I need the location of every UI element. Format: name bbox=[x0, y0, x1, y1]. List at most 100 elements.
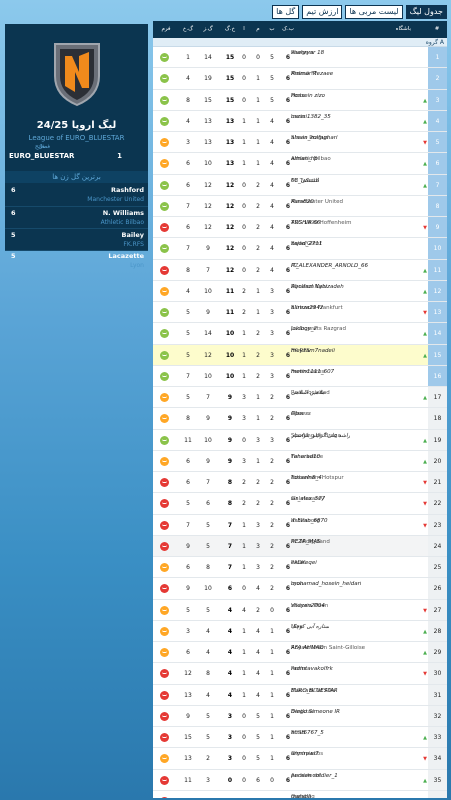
tab-goals[interactable]: گل ها bbox=[272, 5, 300, 19]
table-row[interactable]: 16 Ferencvaros metin1111_607 6 3 2 1 10 10 7 bbox=[153, 365, 447, 387]
manager-name: messi1382_35 bbox=[291, 113, 331, 120]
won-cell: 2 bbox=[270, 479, 274, 486]
scorer-item[interactable]: 5 Bailey FK.RFS bbox=[5, 228, 148, 250]
rank-up-icon: ▲ bbox=[423, 735, 427, 741]
table-row[interactable]: 13 ▼ Eintracht Frankfurt alireza2942 6 3 1 2 11 9… bbox=[153, 302, 447, 324]
rank-cell: 20 bbox=[428, 450, 447, 471]
lost-cell: 5 bbox=[256, 734, 260, 741]
tab-coaches[interactable]: لیست مربی ها bbox=[345, 5, 403, 19]
table-row[interactable]: 20 ▲ Fenerbahce Taharad10 6 2 1 3 9 9 6 bbox=[153, 450, 447, 472]
table-row[interactable]: 26 Lyon mohamad_hosein_heidari 6 2 4 0 6 10 9 bbox=[153, 578, 447, 600]
table-row[interactable]: 22 ▼ Galatasaray sir_alex_577 6 2 2 2 8 6 5 bbox=[153, 493, 447, 515]
league-title: لیگ اروپا 24/25 bbox=[36, 120, 117, 131]
table-row[interactable]: 15 ▲ FK.RFS meysam7nadeii 6 3 2 1 10 12 5 bbox=[153, 344, 447, 366]
club-name: Ajax bbox=[291, 411, 303, 418]
played-cell: 6 bbox=[285, 202, 291, 210]
lost-cell: 4 bbox=[256, 691, 260, 699]
played-cell: 6 bbox=[285, 691, 291, 699]
table-row[interactable]: 19 ▲ Sporting de Braga راشد علی گرایلو_بلوا… bbox=[153, 429, 447, 451]
goals-for-cell: 5 bbox=[206, 734, 210, 741]
table-row[interactable]: 27 ▼ Viktoria Plzen shayan2004 6 0 2 4 4 5 5 bbox=[153, 599, 447, 621]
scorer-goals: 6 bbox=[11, 186, 16, 194]
table-row[interactable]: 14 ▲ Ludogorets Razgrad jokiboy_2 6 3 2 1 10 14 5 bbox=[153, 323, 447, 345]
table-row[interactable]: 34 ▼ Olympiacos armirawi7 6 1 5 0 3 2 13 bbox=[153, 748, 447, 770]
played-cell: 6 bbox=[285, 436, 291, 444]
scorer-item[interactable]: 6 N. Williams Athletic Bilbao bbox=[5, 206, 148, 228]
lost-cell: 5 bbox=[256, 755, 260, 763]
table-row[interactable]: 28 ▲ Nice ستاره آبی کوچک 6 1 4 1 4 4 3 bbox=[153, 620, 447, 642]
scorer-divider bbox=[5, 250, 148, 251]
points-cell: 3 bbox=[227, 712, 233, 720]
table-row[interactable]: 2 Malmö FF Ammar Rezaee 6 5 1 0 15 19 4 bbox=[153, 68, 447, 90]
club-name: Real Sociedad bbox=[291, 390, 330, 396]
points-cell: 4 bbox=[227, 627, 233, 635]
manager-name: mohamad_hosein_heidari bbox=[291, 581, 362, 588]
table-row[interactable]: 6 ▲ Athletic Bilbao aiman_hp 6 4 1 1 13 10 6 bbox=[153, 153, 447, 175]
table-row[interactable]: 32 Besiktas Diego Simeone IR 6 1 5 0 3 5 9 bbox=[153, 705, 447, 727]
table-row[interactable]: 11 ▲ AZ IT_ALEXANDER_ARNOLD_66 6 4 2 0 12 7 8 bbox=[153, 259, 447, 281]
rank-cell: 23 bbox=[428, 514, 447, 535]
goals-for-cell: 5 bbox=[206, 712, 210, 720]
table-row[interactable]: 36Qarabagmahelli60600114 bbox=[153, 790, 447, 798]
table-row[interactable]: 9 ▼ TSG 1899 Hoffenheim ARSHIA 66 6 4 2 0 12 12 6 bbox=[153, 217, 447, 239]
scorer-item[interactable]: 6 Rashford Manchester United bbox=[5, 184, 148, 206]
table-body: 1 Rangers shahryar 18 6 5 0 0 15 14 1 2 Malmö FF Amm… bbox=[153, 47, 447, 798]
scorer-team: Athletic Bilbao bbox=[100, 219, 144, 226]
drawn-cell: 3 bbox=[242, 394, 246, 401]
table-row[interactable]: 35 ▲ Anderlecht persian soldier_1 6 0 6 0 0 3 11 bbox=[153, 769, 447, 791]
rank-cell: 7 bbox=[428, 174, 447, 195]
tab-team-value[interactable]: ارزش تیم bbox=[302, 5, 343, 19]
drawn-cell: 0 bbox=[242, 202, 246, 210]
rank-cell: 32 bbox=[428, 705, 447, 726]
table-row[interactable]: 8 Manchester United Asra820 6 4 2 0 12 12 7 bbox=[153, 195, 447, 217]
manager-name: aiman_hp bbox=[291, 156, 318, 163]
played-cell: 6 bbox=[285, 372, 291, 380]
table-row[interactable]: 31 Maccabi Tel Aviv EURO_BLUESTAR 6 1 4 1 4 4 13 bbox=[153, 684, 447, 706]
lost-cell: 1 bbox=[256, 96, 260, 104]
table-row[interactable]: 17 ▲ Real Sociedad ملامین اسلامی 6 2 1 3 9 7 5 bbox=[153, 387, 447, 409]
form-smiley-icon bbox=[160, 669, 169, 679]
table-row[interactable]: 4 ▲ Lazio messi1382_35 6 4 1 1 13 13 4 bbox=[153, 110, 447, 132]
rank-cell: 29 bbox=[428, 642, 447, 663]
club-name: FCSB bbox=[291, 730, 306, 736]
table-row[interactable]: 18 Ajax Obsess 6 2 1 3 9 9 8 bbox=[153, 408, 447, 430]
club-name: Porto bbox=[291, 92, 306, 99]
lost-cell: 6 bbox=[256, 776, 260, 784]
goals-for-cell: 10 bbox=[204, 287, 212, 295]
table-row[interactable]: 23 ▼ IF Elfsborg ashkan_6870 6 2 3 1 7 5 7 bbox=[153, 514, 447, 536]
club-name: Roma bbox=[291, 666, 307, 673]
rank-up-icon: ▲ bbox=[423, 161, 427, 168]
form-smiley-icon bbox=[160, 223, 169, 232]
table-row[interactable]: 33 ▲ FCSB amir6767_5 6 1 5 0 3 5 15 bbox=[153, 727, 447, 749]
drawn-cell: 0 bbox=[242, 712, 246, 720]
rank-cell: 5 bbox=[428, 132, 447, 153]
group-label: گروه A bbox=[153, 38, 447, 47]
rank-cell: 30 bbox=[428, 663, 447, 684]
goals-against-cell: 5 bbox=[186, 500, 190, 508]
goals-against-cell: 4 bbox=[186, 287, 190, 295]
won-cell: 1 bbox=[270, 691, 274, 699]
table-row[interactable]: 3 ▲ Porto Hossein zizo 6 5 1 0 15 15 8 bbox=[153, 89, 447, 111]
table-row[interactable]: 21 ▼ Tottenham Hotspur hossein8_4 6 2 2 2 8 7 6 bbox=[153, 472, 447, 494]
lost-cell: 1 bbox=[256, 287, 260, 295]
lost-cell: 2 bbox=[256, 181, 260, 189]
table-row[interactable]: 7 ▲ FC Twente گلشنکی_68 6 4 2 0 12 12 6 bbox=[153, 174, 447, 196]
points-cell: 12 bbox=[225, 245, 235, 253]
tab-league-table[interactable]: جدول لیگ bbox=[405, 5, 447, 19]
table-row[interactable]: 12 ▲ Dynamo Kyiv Abolfazl Nabizadeh 6 3 1 2 11 10… bbox=[153, 280, 447, 302]
rank-up-icon: ▲ bbox=[423, 650, 427, 656]
table-row[interactable]: 25 PAOK estareqei 6 2 3 1 7 8 6 bbox=[153, 557, 447, 579]
table-row[interactable]: 5 ▼ Slavia Prague ahsan_zolfaghari 6 4 1 1 13 13 3 bbox=[153, 132, 447, 154]
table-row[interactable]: 1 Rangers shahryar 18 6 5 0 0 15 14 1 bbox=[153, 47, 447, 69]
scorer-item[interactable]: 5 Lacazette Lyon bbox=[5, 250, 148, 272]
table-row[interactable]: 24 FC Midtjylland REZA_MAS 6 2 3 1 7 5 9 bbox=[153, 535, 447, 557]
goals-against-cell: 6 bbox=[186, 479, 190, 486]
table-row[interactable]: 29 ▲ Royale Union Saint-Gilloise AFA AHMAD 6… bbox=[153, 642, 447, 664]
drawn-cell: 1 bbox=[242, 372, 246, 380]
table-row[interactable]: 30 ▼ Roma radintavakolfrk 6 1 4 1 4 8 12 bbox=[153, 663, 447, 685]
played-cell: 6 bbox=[285, 139, 291, 146]
form-smiley-icon bbox=[160, 265, 169, 275]
table-row[interactable]: 10 Bodø/Glimt sajad_2711 6 4 2 0 12 9 7 bbox=[153, 238, 447, 260]
lost-cell: 3 bbox=[256, 564, 260, 571]
played-cell: 6 bbox=[285, 649, 291, 656]
